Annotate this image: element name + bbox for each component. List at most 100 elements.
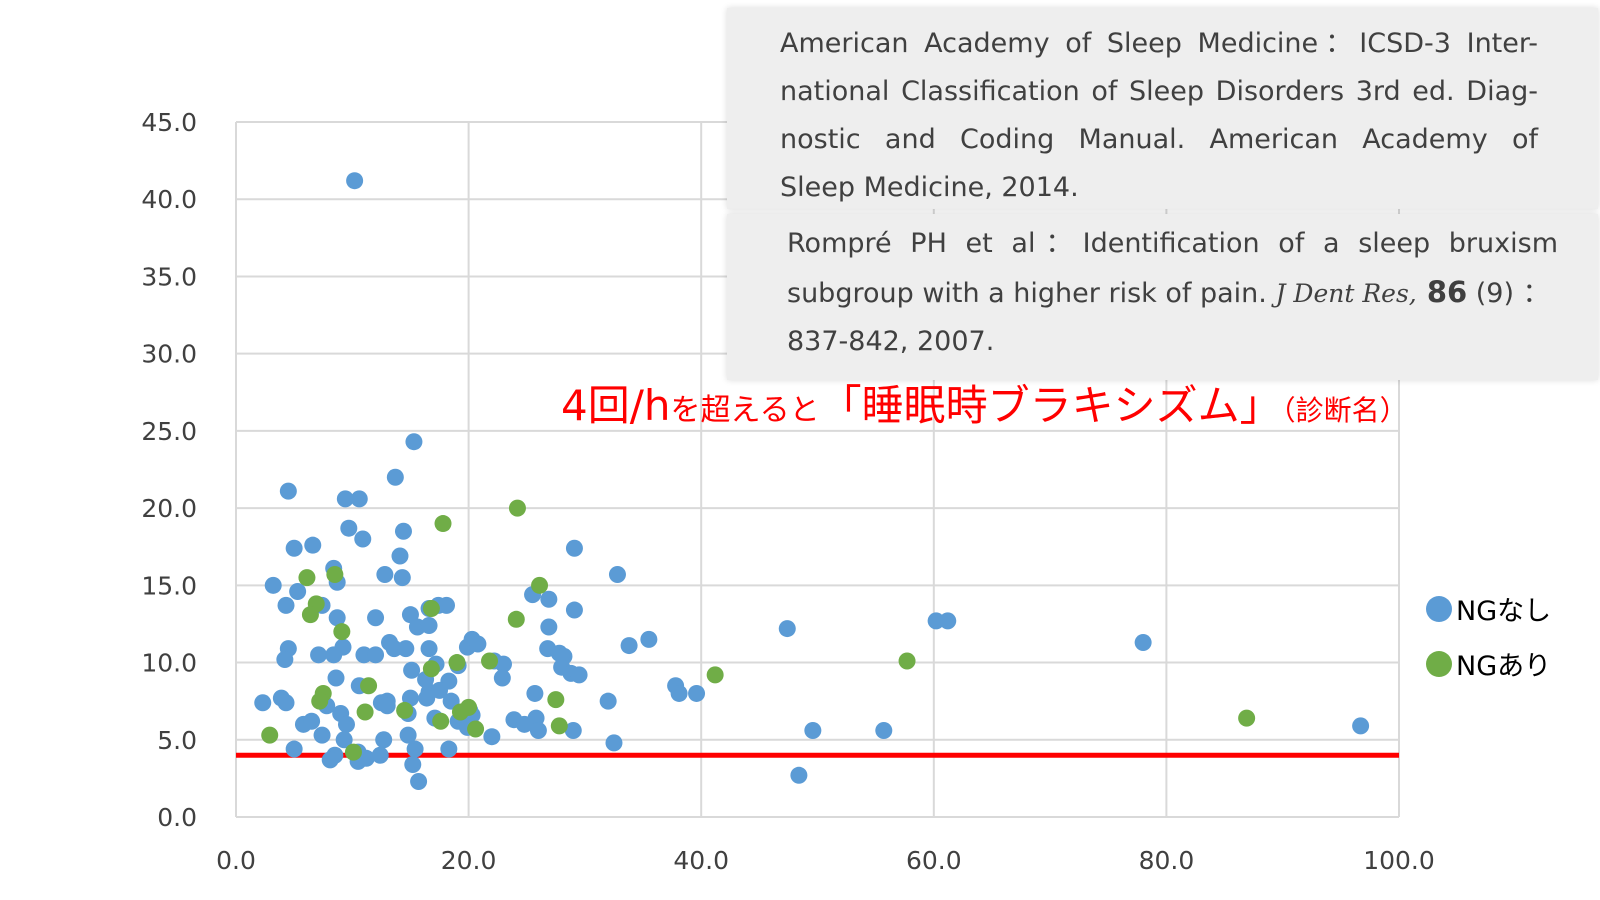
data-point-ng-none	[401, 606, 419, 624]
data-point-ng-none	[405, 433, 423, 451]
data-point-ng-none	[570, 666, 588, 684]
reference-2-line-3: 837-842, 2007.	[787, 326, 995, 357]
data-point-ng-none	[404, 755, 422, 773]
legend-marker-ng-present	[1426, 650, 1452, 677]
y-tick-label: 30.0	[141, 340, 197, 369]
data-point-ng-present	[360, 677, 378, 695]
data-point-ng-none	[440, 740, 458, 758]
data-point-ng-none	[564, 722, 582, 740]
data-point-ng-none	[355, 646, 373, 664]
x-tick-label: 20.0	[441, 846, 497, 875]
data-point-ng-none	[670, 684, 688, 702]
data-point-ng-none	[285, 740, 303, 758]
data-point-ng-none	[605, 734, 623, 752]
reference-1-line-2: national Classification of Sleep Disorde…	[780, 76, 1538, 107]
data-point-ng-none	[1134, 633, 1152, 651]
x-tick-label: 60.0	[906, 846, 962, 875]
data-point-ng-none	[1352, 717, 1370, 735]
data-point-ng-none	[277, 694, 295, 712]
data-point-ng-present	[448, 654, 466, 672]
data-point-ng-none	[494, 655, 512, 673]
y-tick-label: 5.0	[157, 726, 197, 755]
data-point-ng-present	[311, 692, 329, 710]
data-point-ng-none	[279, 482, 297, 500]
annotation-exceeds: を超えると	[670, 393, 820, 428]
data-point-ng-none	[790, 766, 808, 784]
chart-grid	[235, 121, 1400, 818]
reference-1-line-1: American Academy of Sleep Medicine：ICSD-…	[780, 28, 1538, 59]
data-point-ng-none	[778, 620, 796, 638]
data-point-ng-none	[354, 530, 372, 548]
data-point-ng-none	[483, 728, 501, 746]
data-point-ng-none	[367, 646, 385, 664]
data-points	[254, 172, 1370, 790]
data-point-ng-none	[254, 694, 272, 712]
data-point-ng-none	[438, 596, 456, 614]
annotation-threshold: 4回/h	[561, 381, 671, 430]
data-point-ng-none	[397, 640, 415, 658]
data-point-ng-none	[336, 490, 354, 508]
data-point-ng-present	[508, 499, 526, 517]
data-point-ng-present	[432, 712, 450, 730]
data-point-ng-present	[706, 666, 724, 684]
data-point-ng-none	[289, 583, 307, 601]
data-point-ng-none	[393, 569, 411, 587]
legend-marker-ng-none	[1426, 595, 1452, 622]
data-point-ng-none	[565, 539, 583, 557]
data-point-ng-none	[264, 576, 282, 594]
data-point-ng-none	[340, 519, 358, 537]
data-point-ng-none	[420, 640, 438, 658]
data-point-ng-none	[394, 522, 412, 540]
data-point-ng-none	[313, 726, 331, 744]
data-point-ng-present	[261, 726, 279, 744]
data-point-ng-none	[328, 609, 346, 627]
legend-item-ng-present: NGあり	[1426, 644, 1551, 683]
data-point-ng-none	[469, 635, 487, 653]
data-point-ng-present	[434, 515, 452, 533]
data-point-ng-none	[375, 731, 393, 749]
data-point-ng-present	[550, 717, 568, 735]
reference-2-line-1: Rompré PH et al：Identification of a slee…	[787, 228, 1558, 259]
data-point-ng-none	[640, 630, 658, 648]
data-point-ng-present	[344, 743, 362, 761]
legend-label-ng-present: NGあり	[1456, 651, 1552, 682]
data-point-ng-none	[620, 637, 638, 655]
data-point-ng-present	[326, 566, 344, 584]
data-point-ng-none	[335, 731, 353, 749]
data-point-ng-none	[939, 612, 957, 630]
data-point-ng-none	[526, 684, 544, 702]
x-tick-label: 80.0	[1139, 846, 1195, 875]
data-point-ng-present	[396, 701, 414, 719]
data-point-ng-none	[599, 692, 617, 710]
data-point-ng-none	[346, 172, 364, 190]
data-point-ng-none	[608, 566, 626, 584]
data-point-ng-none	[327, 669, 345, 687]
data-point-ng-none	[399, 726, 417, 744]
data-point-ng-present	[531, 576, 549, 594]
data-point-ng-present	[356, 703, 374, 721]
data-point-ng-none	[529, 722, 547, 740]
reference-2-volume: 86	[1416, 275, 1468, 309]
y-tick-label: 25.0	[141, 417, 197, 446]
data-point-ng-none	[357, 749, 375, 767]
data-point-ng-none	[276, 650, 294, 668]
data-point-ng-none	[376, 566, 394, 584]
data-point-ng-none	[350, 490, 368, 508]
y-tick-label: 20.0	[141, 494, 197, 523]
y-tick-label: 35.0	[141, 262, 197, 291]
y-tick-label: 45.0	[141, 108, 197, 137]
data-point-ng-present	[898, 652, 916, 670]
data-point-ng-none	[493, 669, 511, 687]
data-point-ng-present	[333, 623, 351, 641]
data-point-ng-none	[410, 772, 428, 790]
data-point-ng-none	[285, 539, 303, 557]
reference-2-text: subgroup with a higher risk of pain.	[787, 278, 1276, 309]
data-point-ng-none	[420, 616, 438, 634]
data-point-ng-present	[298, 569, 316, 587]
data-point-ng-none	[371, 746, 389, 764]
data-point-ng-present	[547, 691, 565, 709]
data-point-ng-none	[565, 601, 583, 619]
data-point-ng-none	[406, 740, 424, 758]
data-point-ng-present	[422, 600, 440, 617]
y-tick-label: 15.0	[141, 571, 197, 600]
